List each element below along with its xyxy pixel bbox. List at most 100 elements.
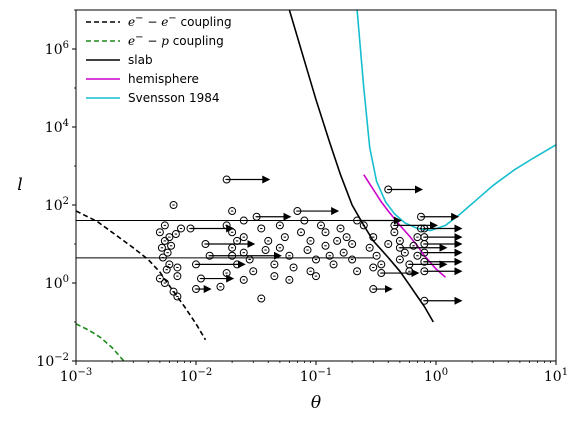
- data-point: [239, 248, 248, 257]
- data-point: [157, 243, 166, 252]
- data-point: [222, 269, 231, 278]
- data-point: [289, 263, 298, 272]
- curve-slab: [288, 10, 434, 323]
- data-point: [252, 212, 261, 221]
- x-tick-label: 10−1: [300, 367, 333, 385]
- curve-ep: [76, 323, 125, 361]
- data-point: [285, 275, 294, 284]
- data-point: [171, 230, 180, 239]
- data-point: [173, 263, 182, 272]
- data-point: [216, 282, 225, 291]
- data-point: [233, 236, 242, 245]
- data-point: [155, 274, 164, 283]
- data-point: [275, 221, 284, 230]
- y-tick-label: 10−2: [36, 352, 69, 370]
- data-point: [390, 221, 399, 230]
- data-point: [285, 251, 294, 260]
- data-point: [233, 260, 242, 269]
- data-point: [353, 267, 362, 276]
- data-point: [306, 236, 315, 245]
- data-point: [369, 285, 378, 294]
- data-point: [420, 267, 429, 276]
- data-point: [222, 221, 231, 230]
- data-point: [395, 255, 404, 264]
- data-point: [359, 221, 368, 230]
- data-point: [257, 294, 266, 303]
- data-point: [239, 216, 248, 225]
- legend-label-hemi: hemisphere: [128, 72, 199, 86]
- data-point: [192, 260, 200, 269]
- data-point: [369, 233, 378, 242]
- data-point: [300, 216, 309, 225]
- data-point: [280, 233, 289, 242]
- y-tick-label: 106: [45, 40, 69, 58]
- x-tick-label: 101: [544, 367, 568, 385]
- data-point: [409, 241, 418, 250]
- y-tick-label: 102: [45, 196, 69, 214]
- data-point: [160, 221, 169, 230]
- data-point: [177, 224, 186, 233]
- data-point: [264, 236, 273, 245]
- data-point: [316, 221, 325, 230]
- legend-label-sv: Svensson 1984: [128, 91, 220, 105]
- data-point: [228, 207, 237, 216]
- legend-label-ee: e− − e− coupling: [128, 13, 232, 29]
- data-point: [348, 255, 357, 264]
- data-point: [353, 216, 362, 225]
- data-point: [312, 255, 320, 264]
- data-point: [306, 267, 315, 276]
- data-point: [400, 248, 409, 257]
- data-point: [312, 272, 320, 281]
- chart-marks: [76, 10, 556, 361]
- data-point: [321, 228, 330, 237]
- data-point: [321, 241, 330, 250]
- data-point: [192, 285, 200, 294]
- data-point: [239, 233, 248, 242]
- data-point: [329, 260, 338, 269]
- data-point: [257, 224, 266, 233]
- data-point: [167, 241, 176, 250]
- data-point: [160, 236, 169, 245]
- data-point: [384, 185, 393, 194]
- data-point: [420, 257, 429, 266]
- data-point: [173, 272, 182, 281]
- data-point: [293, 207, 302, 216]
- data-point: [365, 243, 374, 252]
- data-point: [169, 287, 178, 296]
- x-tick-label: 10−2: [180, 367, 213, 385]
- data-point: [201, 240, 210, 248]
- data-point: [169, 201, 178, 209]
- data-point: [275, 243, 284, 252]
- data-point: [384, 240, 393, 248]
- x-tick-label: 10−3: [60, 367, 93, 385]
- data-point: [228, 243, 237, 252]
- curve-ee: [76, 210, 207, 341]
- y-axis-label: l: [17, 175, 22, 195]
- data-point: [348, 240, 357, 248]
- data-point: [158, 253, 167, 262]
- data-point: [405, 260, 414, 269]
- x-axis: 10−3 10−2 10−1 100 101: [60, 361, 568, 385]
- legend: e− − e− coupling e− − p coupling slab hemis…: [86, 13, 232, 105]
- y-axis: 10−2 100 102 104 106: [36, 9, 76, 370]
- data-point: [420, 248, 429, 257]
- data-point: [333, 236, 342, 245]
- data-point: [369, 263, 378, 272]
- data-point: [417, 212, 426, 221]
- data-point: [413, 251, 422, 260]
- data-point: [377, 269, 386, 278]
- data-point: [297, 228, 306, 237]
- data-point: [325, 251, 334, 260]
- data-point: [270, 272, 279, 281]
- data-point: [377, 260, 386, 269]
- data-point: [342, 233, 351, 242]
- legend-label-slab: slab: [128, 53, 153, 67]
- y-tick-label: 100: [45, 274, 69, 292]
- legend-label-ep: e− − p coupling: [128, 32, 224, 48]
- data-point: [336, 224, 345, 233]
- data-point: [372, 251, 381, 260]
- data-point: [155, 228, 164, 237]
- data-point: [228, 228, 237, 237]
- data-point: [173, 292, 182, 301]
